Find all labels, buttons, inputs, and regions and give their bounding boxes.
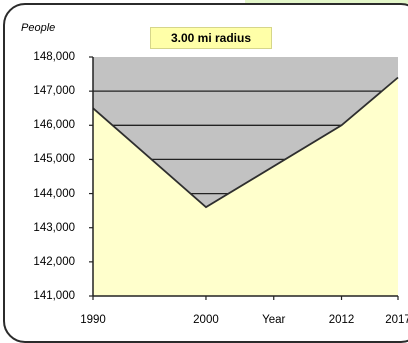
chart-plot — [89, 56, 399, 300]
y-tick-label: 141,000 — [33, 290, 75, 302]
y-tick-label: 143,000 — [33, 221, 75, 234]
gridlines — [93, 90, 382, 195]
y-tick-marks — [89, 56, 93, 297]
population-line — [92, 76, 399, 209]
chart-title: 3.00 mi radius — [150, 27, 272, 49]
y-axis-label: People — [21, 22, 56, 34]
x-tick-label: 2012 — [328, 314, 355, 326]
y-tick-label: 146,000 — [33, 119, 75, 132]
x-tick-label: 2017 — [385, 314, 408, 326]
x-tick-marks — [92, 296, 399, 300]
y-tick-label: 147,000 — [33, 85, 75, 98]
y-tick-label: 142,000 — [33, 255, 75, 268]
upper-shaded-area — [93, 57, 398, 208]
y-tick-label: 144,000 — [33, 187, 75, 200]
y-tick-label: 145,000 — [33, 153, 75, 166]
x-axis-label: Year — [262, 314, 286, 326]
population-area — [93, 77, 398, 296]
y-tick-label: 148,000 — [33, 51, 75, 63]
x-tick-label: 1990 — [80, 314, 106, 326]
x-tick-label: 2000 — [193, 314, 219, 326]
